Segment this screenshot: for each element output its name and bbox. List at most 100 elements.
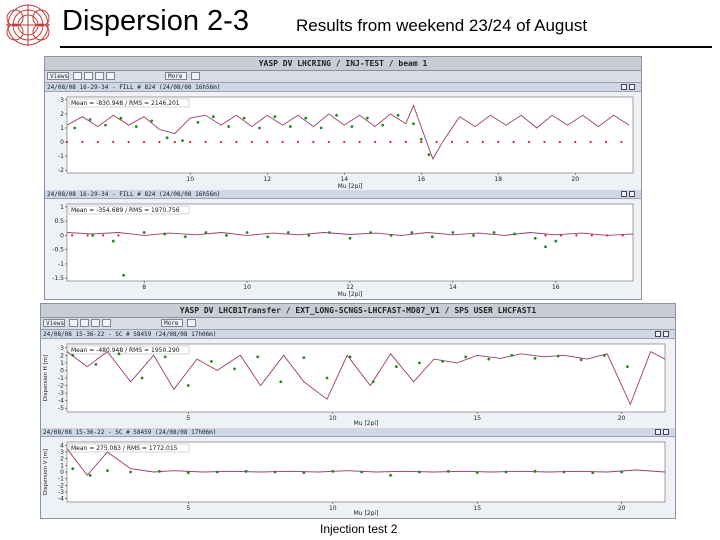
x-tick-label: 5 [186,415,190,422]
measured-point [71,353,75,357]
zoom-icon[interactable] [655,429,661,435]
print-icon[interactable] [73,72,82,80]
measured-point [371,380,375,384]
settings-icon[interactable] [102,319,111,327]
views-menu-button[interactable]: Views [47,72,69,80]
export-icon[interactable] [663,331,669,337]
measured-point [94,363,98,366]
more-menu-button[interactable]: More [165,72,187,80]
toolbar: Views More [41,318,675,330]
measured-point [348,355,352,359]
x-tick-label: 8 [142,284,146,291]
measured-point [106,469,109,473]
settings-icon[interactable] [106,72,115,80]
measured-point [389,473,392,477]
measured-point [211,115,215,119]
measured-point [273,470,277,474]
measured-point [150,119,154,123]
measured-point [129,470,132,474]
grid-icon[interactable] [95,72,104,80]
measured-point [111,239,115,243]
top-dispersion-chart-2: 1 0.5 0 -0.5 -1 -1.5 8 10 12 14 16 Mu [2pi] Mean = -… [52,203,634,297]
zoom-icon[interactable] [84,72,93,80]
reference-point [117,234,120,237]
measured-point [304,116,308,120]
grid-icon[interactable] [91,319,100,327]
print-icon[interactable] [69,319,78,327]
y-tick-label: -4 [58,496,64,503]
reference-point [373,140,377,144]
reference-point [173,140,176,144]
measured-point [620,470,624,474]
cern-logo-icon [6,4,50,46]
reference-point [575,234,578,237]
x-axis-label: Mu [2pi] [338,291,363,297]
reference-point [65,140,69,144]
x-axis-label: Mu [2pi] [338,183,363,189]
measured-point [196,120,200,124]
slide-subtitle: Results from weekend 23/24 of August [296,16,588,35]
measured-point [369,231,372,234]
reference-point [101,234,105,237]
measured-point [533,469,537,473]
zoom-icon[interactable] [621,84,627,90]
measured-point [350,125,354,128]
y-tick-label: -1 [58,375,64,382]
reference-point [312,140,315,144]
reference-point [574,140,577,144]
x-axis-label: Mu [2pi] [354,420,379,426]
y-tick-label: -3 [58,489,64,496]
x-tick-label: 14 [449,284,457,291]
y-tick-label: 0 [60,139,64,146]
measured-point [210,359,213,363]
export-icon[interactable] [191,72,200,80]
zoom-icon[interactable] [655,331,661,337]
measured-point [307,233,311,237]
reference-point [81,140,84,144]
more-menu-button[interactable]: More [161,319,183,327]
title-divider [60,46,712,48]
measured-point [266,235,270,239]
reference-point [589,140,592,144]
export-icon[interactable] [187,319,196,327]
y-tick-label: 2 [60,456,64,463]
reference-point [343,140,346,144]
measured-point [475,471,479,475]
measured-point [288,125,292,128]
zoom-icon[interactable] [80,319,89,327]
measured-point [286,231,290,234]
export-icon[interactable] [629,191,635,197]
measured-point [204,231,208,234]
y-tick-label: 3 [60,345,64,352]
measured-point [227,125,231,128]
y-axis-label: Dispersion V [m] [43,449,49,495]
views-menu-button[interactable]: Views [43,319,65,327]
y-tick-label: 4 [60,442,64,449]
reference-point [559,234,563,237]
zoom-icon[interactable] [621,191,627,197]
y-tick-label: -0.5 [52,247,64,254]
measured-point [394,365,398,369]
measured-point [626,365,629,369]
reference-point [620,140,623,144]
measured-point [279,380,283,384]
x-tick-label: 15 [473,415,481,422]
x-tick-label: 20 [618,505,626,512]
export-icon[interactable] [663,429,669,435]
measured-point [302,471,306,475]
stats-box [68,443,190,453]
measured-point [256,355,260,359]
y-tick-label: 2 [60,352,64,359]
measured-point [245,231,249,234]
measured-point [554,239,558,243]
measured-point [215,470,219,474]
export-icon[interactable] [629,84,635,90]
measured-point [117,352,121,356]
measured-point [328,231,331,234]
slide-title: Dispersion 2-3 [62,5,249,37]
stats-box [68,205,190,215]
y-tick-label: -5 [58,405,64,412]
